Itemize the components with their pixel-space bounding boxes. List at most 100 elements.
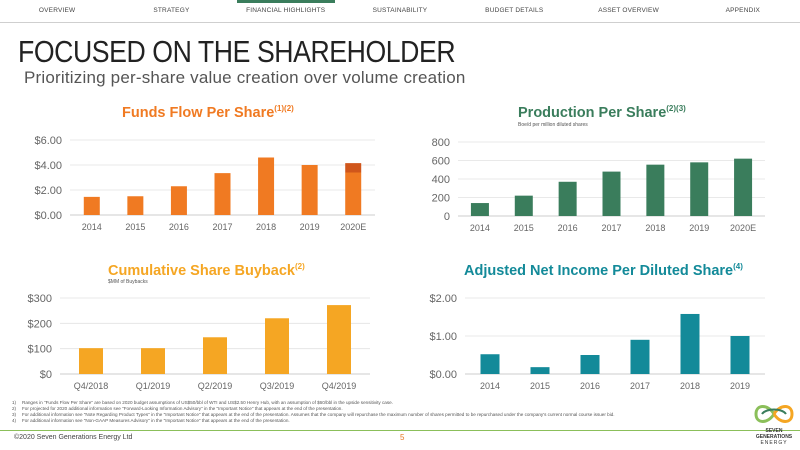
y-tick-label: $200 bbox=[28, 318, 52, 330]
x-tick-label: 2019 bbox=[730, 381, 750, 391]
y-tick-label: 0 bbox=[444, 211, 450, 223]
x-tick-label: 2017 bbox=[212, 222, 232, 232]
bar bbox=[127, 196, 144, 215]
bar bbox=[690, 162, 709, 216]
y-tick-label: 200 bbox=[432, 193, 450, 205]
x-tick-label: Q1/2019 bbox=[136, 381, 171, 391]
bar bbox=[558, 181, 577, 216]
bar-upside-range bbox=[345, 163, 362, 173]
y-tick-label: $300 bbox=[28, 293, 52, 305]
y-tick-label: $2.00 bbox=[34, 185, 62, 197]
footnote-text: Ranges in "Funds Flow Per Share" are bas… bbox=[22, 400, 393, 405]
nav-tab-financial-highlights[interactable]: FINANCIAL HIGHLIGHTS bbox=[229, 0, 343, 22]
footnote-number: 2) bbox=[12, 406, 17, 411]
footnote-3: 3) For additional information see "Note R… bbox=[12, 412, 752, 418]
bar bbox=[680, 313, 700, 374]
bar bbox=[646, 164, 665, 216]
bar bbox=[734, 158, 753, 216]
x-tick-label: Q4/2018 bbox=[74, 381, 109, 391]
x-tick-label: 2019 bbox=[300, 222, 320, 232]
bar bbox=[630, 339, 650, 374]
footnote-text: For additional information see "Note Reg… bbox=[22, 412, 615, 417]
production-chart-title: Production Per Share(2)(3) bbox=[518, 104, 686, 121]
y-tick-label: 800 bbox=[432, 137, 450, 149]
nav-tab-appendix[interactable]: APPENDIX bbox=[725, 7, 761, 14]
bar bbox=[301, 165, 318, 215]
bar bbox=[214, 173, 231, 215]
footer-divider bbox=[0, 430, 800, 431]
bar bbox=[79, 348, 103, 374]
production-title-text: Production Per Share bbox=[518, 104, 667, 121]
y-tick-label: $2.00 bbox=[429, 293, 457, 305]
bar bbox=[480, 354, 500, 374]
nav-divider bbox=[0, 22, 800, 23]
x-tick-label: 2016 bbox=[169, 222, 189, 232]
x-tick-label: Q4/2019 bbox=[322, 381, 357, 391]
y-tick-label: 600 bbox=[432, 156, 450, 168]
nav-tab-budget-details[interactable]: BUDGET DETAILS bbox=[485, 7, 544, 14]
nav-tab-overview[interactable]: OVERVIEW bbox=[38, 7, 76, 14]
buyback-title-footnote: (2) bbox=[294, 262, 305, 271]
bar bbox=[170, 186, 187, 215]
buyback-title-text: Cumulative Share Buyback bbox=[108, 262, 295, 279]
x-tick-label: 2016 bbox=[580, 381, 600, 391]
page-title: FOCUSED ON THE SHAREHOLDER bbox=[18, 34, 456, 69]
y-tick-label: 400 bbox=[432, 174, 450, 186]
bar bbox=[730, 336, 750, 374]
buyback-chart-title: Cumulative Share Buyback(2) bbox=[108, 262, 305, 279]
x-tick-label: 2018 bbox=[256, 222, 276, 232]
footnote-text: For projected for 2020 additional inform… bbox=[22, 406, 343, 411]
footnote-text: For additional information see "Non-GAAP… bbox=[22, 418, 290, 423]
funds-flow-chart-title: Funds Flow Per Share(1)(2) bbox=[122, 104, 294, 121]
x-tick-label: 2018 bbox=[680, 381, 700, 391]
infinity-logo-icon bbox=[754, 405, 794, 423]
nav-tab-sustainability[interactable]: SUSTAINABILITY bbox=[372, 7, 428, 14]
footnote-1: 1) Ranges in "Funds Flow Per Share" are b… bbox=[12, 400, 752, 406]
company-logo: SEVEN GENERATIONS ENERGY bbox=[752, 400, 796, 446]
footnote-number: 4) bbox=[12, 418, 17, 423]
bar bbox=[580, 355, 600, 374]
funds-flow-title-text: Funds Flow Per Share bbox=[122, 104, 275, 121]
footnote-number: 1) bbox=[12, 400, 17, 405]
x-tick-label: 2019 bbox=[689, 223, 709, 233]
nav-tab-asset-overview[interactable]: ASSET OVERVIEW bbox=[598, 7, 659, 14]
buyback-chart-units: $MM of Buybacks bbox=[108, 279, 148, 285]
x-tick-label: 2017 bbox=[630, 381, 650, 391]
y-tick-label: $0.00 bbox=[34, 210, 62, 222]
logo-line-2: ENERGY bbox=[760, 440, 788, 446]
x-tick-label: 2014 bbox=[480, 381, 500, 391]
nav-tab-strategy[interactable]: STRATEGY bbox=[153, 7, 190, 14]
y-tick-label: $0 bbox=[40, 369, 52, 381]
x-tick-label: 2017 bbox=[601, 223, 621, 233]
footnote-4: 4) For additional information see "Non-GA… bbox=[12, 418, 752, 424]
x-tick-label: 2015 bbox=[125, 222, 145, 232]
x-tick-label: 2020E bbox=[730, 223, 756, 233]
bar bbox=[265, 318, 289, 374]
bar bbox=[470, 203, 489, 216]
production-chart-units: Boe/d per million diluted shares bbox=[518, 122, 588, 128]
funds-flow-title-footnote: (1)(2) bbox=[274, 104, 294, 113]
bar bbox=[327, 305, 351, 374]
y-tick-label: $0.00 bbox=[429, 369, 457, 381]
page-number: 5 bbox=[400, 433, 405, 442]
y-tick-label: $1.00 bbox=[429, 331, 457, 343]
x-tick-label: Q3/2019 bbox=[260, 381, 295, 391]
bar bbox=[602, 171, 621, 216]
bar bbox=[203, 337, 227, 374]
top-navigation: OVERVIEW STRATEGY FINANCIAL HIGHLIGHTS S… bbox=[0, 0, 800, 22]
net-income-title-footnote: (4) bbox=[733, 262, 743, 271]
footnote-number: 3) bbox=[12, 412, 17, 417]
net-income-chart-title: Adjusted Net Income Per Diluted Share(4) bbox=[464, 262, 743, 279]
logo-wordmark: SEVEN GENERATIONS ENERGY bbox=[752, 428, 796, 446]
copyright-text: ©2020 Seven Generations Energy Ltd bbox=[14, 434, 133, 441]
footnotes: 1) Ranges in "Funds Flow Per Share" are b… bbox=[12, 400, 752, 424]
y-tick-label: $6.00 bbox=[34, 135, 62, 147]
bar bbox=[514, 195, 533, 216]
y-tick-label: $100 bbox=[28, 344, 52, 356]
x-tick-label: 2015 bbox=[530, 381, 550, 391]
x-tick-label: 2014 bbox=[470, 223, 490, 233]
x-tick-label: 2015 bbox=[514, 223, 534, 233]
logo-line-1: SEVEN GENERATIONS bbox=[755, 428, 793, 440]
